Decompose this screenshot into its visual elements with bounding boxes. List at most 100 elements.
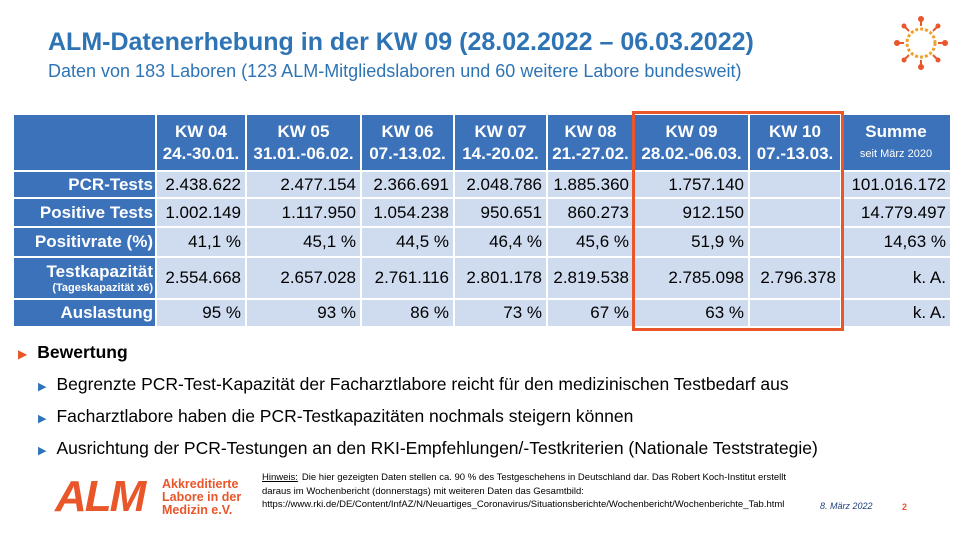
- table-cell: 1.054.238: [360, 197, 455, 228]
- table-cell: 51,9 %: [633, 226, 750, 258]
- row-label: Testkapazität (Tageskapazität x6): [12, 256, 157, 300]
- table-cell: 2.554.668: [155, 256, 247, 300]
- table-cell: 2.657.028: [245, 256, 362, 300]
- logo-mark: ALM: [55, 472, 146, 521]
- table-cell: 2.477.154: [245, 170, 362, 199]
- column-week: KW 08: [564, 121, 617, 141]
- column-dates: 31.01.-06.02.: [253, 143, 354, 163]
- table-cell: [748, 197, 842, 228]
- virus-icon: [894, 16, 948, 70]
- row-label: Auslastung: [12, 298, 157, 328]
- table-cell: 45,6 %: [546, 226, 635, 258]
- table-cell: 2.785.098: [633, 256, 750, 300]
- row-label-text: Positivrate (%): [34, 232, 153, 251]
- table-cell: 2.366.691: [360, 170, 455, 199]
- row-label: Positivrate (%): [12, 226, 157, 258]
- row-label-text: Testkapazität: [46, 262, 153, 281]
- column-header: KW 09 28.02.-06.03.: [633, 113, 750, 172]
- table-cell: 2.801.178: [453, 256, 548, 300]
- column-dates: 28.02.-06.03.: [641, 143, 742, 163]
- column-dates: 24.-30.01.: [162, 143, 240, 163]
- column-header: KW 10 07.-13.03.: [748, 113, 842, 172]
- row-label-text: PCR-Tests: [68, 174, 153, 194]
- bullet-marker: ▶: [38, 381, 47, 393]
- header-row: KW 04 24.-30.01. KW 05 31.01.-06.02. KW 06 07…: [12, 113, 952, 172]
- logo-line: Akkreditierte: [162, 477, 239, 491]
- table-cell: 86 %: [360, 298, 455, 328]
- table-cell: 46,4 %: [453, 226, 548, 258]
- table-cell: 2.761.116: [360, 256, 455, 300]
- bullet-text: Begrenzte PCR-Test-Kapazität der Facharz…: [56, 374, 789, 394]
- table-row: Testkapazität (Tageskapazität x6) 2.554.66…: [12, 256, 952, 300]
- column-dates: 14.-20.02.: [462, 143, 539, 163]
- table-cell: k. A.: [840, 256, 952, 300]
- table-cell: 14,63 %: [840, 226, 952, 258]
- table-cell: 45,1 %: [245, 226, 362, 258]
- bullet-text: Ausrichtung der PCR-Testungen an den RKI…: [56, 438, 818, 458]
- table-cell: 2.438.622: [155, 170, 247, 199]
- bullet-marker: ▶: [38, 445, 47, 457]
- highlight-frame: [632, 111, 844, 331]
- table-cell: [748, 170, 842, 199]
- row-label: Positive Tests: [12, 197, 157, 228]
- note-text: Die hier gezeigten Daten stellen ca. 90 …: [262, 472, 786, 510]
- table-cell: 44,5 %: [360, 226, 455, 258]
- table-row: Auslastung 95 % 93 % 86 % 73 % 67 % 63 % k. A.: [12, 298, 952, 328]
- column-header: KW 06 07.-13.02.: [360, 113, 455, 172]
- page-number: 2: [902, 502, 908, 512]
- table-row: Positive Tests 1.002.149 1.117.950 1.054.23…: [12, 197, 952, 228]
- column-header: KW 08 21.-27.02.: [546, 113, 635, 172]
- note-label: Hinweis:: [262, 472, 298, 483]
- assessment: ▶ Bewertung ▶ Begrenzte PCR-Test-Kapazität…: [18, 342, 818, 470]
- column-week: KW 07: [474, 121, 527, 141]
- column-header: KW 04 24.-30.01.: [155, 113, 247, 172]
- table-cell: 95 %: [155, 298, 247, 328]
- row-label-text: Auslastung: [60, 303, 153, 322]
- table-cell: 63 %: [633, 298, 750, 328]
- table-cell: [748, 226, 842, 258]
- table-cell: 1.117.950: [245, 197, 362, 228]
- table-cell: 1.757.140: [633, 170, 750, 199]
- bullet-marker: ▶: [38, 413, 47, 425]
- column-dates: 07.-13.03.: [756, 143, 834, 163]
- column-week: KW 04: [175, 121, 227, 141]
- column-dates: 21.-27.02.: [552, 143, 629, 163]
- column-week: KW 05: [277, 121, 330, 141]
- title: ALM-Datenerhebung in der KW 09 (28.02.20…: [48, 28, 754, 56]
- table-cell: 912.150: [633, 197, 750, 228]
- table-cell: 860.273: [546, 197, 635, 228]
- subtitle: Daten von 183 Laboren (123 ALM-Mitglieds…: [48, 61, 742, 81]
- table-cell: 1.002.149: [155, 197, 247, 228]
- bullet: ▶ Begrenzte PCR-Test-Kapazität der Fachar…: [38, 374, 818, 395]
- table-cell: 2.819.538: [546, 256, 635, 300]
- table-cell: k. A.: [840, 298, 952, 328]
- row-label: PCR-Tests: [12, 170, 157, 199]
- bullet-heading: ▶ Bewertung: [18, 342, 128, 362]
- table-cell: [748, 298, 842, 328]
- column-dates: seit März 2020: [859, 147, 933, 160]
- bullet: ▶ Ausrichtung der PCR-Testungen an den RK…: [38, 438, 818, 459]
- table-cell: 950.651: [453, 197, 548, 228]
- column-header: KW 07 14.-20.02.: [453, 113, 548, 172]
- row-sublabel: (Tageskapazität x6): [52, 282, 153, 294]
- column-week: Summe: [865, 121, 927, 141]
- row-label-text: Positive Tests: [39, 202, 153, 222]
- date: 8. März 2022: [820, 501, 873, 511]
- column-header: KW 05 31.01.-06.02.: [245, 113, 362, 172]
- table-cell: 41,1 %: [155, 226, 247, 258]
- logo-line: Medizin e.V.: [162, 503, 233, 517]
- table-cell: 101.016.172: [840, 170, 952, 199]
- column-header: Summe seit März 2020: [840, 113, 952, 172]
- note: Hinweis: Die hier gezeigten Daten stellen…: [262, 471, 797, 512]
- table-cell: 1.885.360: [546, 170, 635, 199]
- table-cell: 14.779.497: [840, 197, 952, 228]
- column-dates: 07.-13.02.: [369, 143, 446, 163]
- logo-line: Labore in der: [162, 490, 242, 504]
- bullet: ▶ Facharztlabore haben die PCR-Testkapazi…: [38, 406, 818, 427]
- table-cell: 2.048.786: [453, 170, 548, 199]
- heading-text: Bewertung: [37, 342, 128, 362]
- table-cell: 67 %: [546, 298, 635, 328]
- table-row: PCR-Tests 2.438.622 2.477.154 2.366.691 2.04…: [12, 170, 952, 199]
- column-week: KW 10: [769, 121, 821, 141]
